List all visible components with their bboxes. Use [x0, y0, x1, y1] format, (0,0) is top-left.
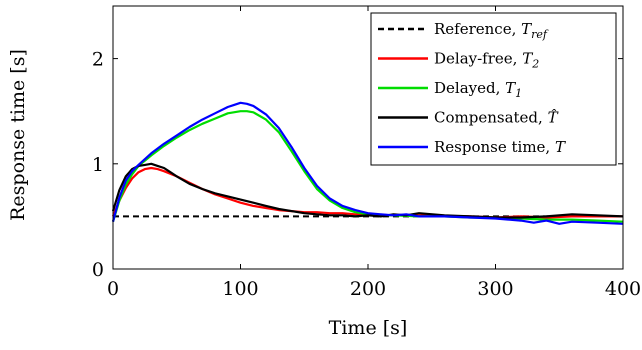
legend-label-subscript: 2 [531, 58, 539, 71]
legend-label-text: Response time, [434, 138, 555, 156]
series-line-3 [111, 162, 624, 219]
x-tick-label: 100 [222, 278, 258, 300]
legend-label-text: Delay-free, [434, 50, 522, 68]
legend-label-text: Reference, [434, 20, 521, 38]
y-axis-label: Response time [s] [7, 49, 29, 221]
y-tick-label: 2 [92, 49, 104, 71]
legend-label-variable: T [522, 50, 533, 68]
legend-label-1: Delay-free, T2 [434, 50, 539, 71]
axis-ticks: 0 100 200 300 400 0 1 2 [92, 6, 641, 300]
legend-label-variable: T̂ [548, 109, 559, 127]
series-line-4 [111, 101, 624, 225]
x-tick-label: 0 [107, 278, 119, 300]
y-tick-label: 1 [92, 154, 104, 176]
legend-label-0: Reference, Tref [434, 20, 549, 41]
x-tick-label: 400 [605, 278, 641, 300]
legend-label-4: Response time, T [434, 138, 566, 156]
x-tick-label: 300 [477, 278, 513, 300]
legend-label-text: Compensated, [434, 109, 548, 127]
y-tick-label: 0 [92, 259, 104, 281]
legend-label-variable: T [505, 79, 516, 97]
legend-label-2: Delayed, T1 [434, 79, 522, 100]
legend-label-variable: T [521, 20, 532, 38]
x-tick-label: 200 [350, 278, 386, 300]
x-axis-label: Time [s] [329, 317, 408, 339]
legend-label-variable: T [555, 138, 566, 156]
legend-label-subscript: ref [531, 28, 549, 41]
legend-label-3: Compensated, T̂ [434, 109, 559, 127]
series-line-1 [111, 166, 623, 219]
series-lines [111, 101, 624, 225]
legend-label-subscript: 1 [515, 87, 522, 100]
plot-frame [112, 5, 624, 270]
legend-label-text: Delayed, [434, 79, 505, 97]
